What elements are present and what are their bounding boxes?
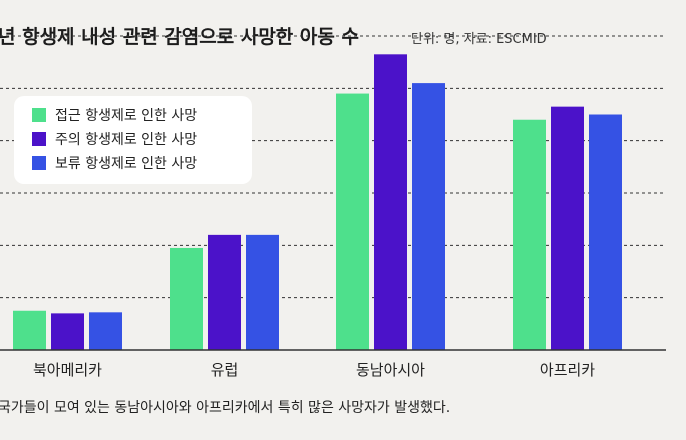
chart-caption: 국가들이 모여 있는 동남아시아와 아프리카에서 특히 많은 사망자가 발생했다… [0,400,450,416]
bar [89,312,122,350]
bar [208,234,241,350]
bars [13,54,622,351]
legend-label: 주의 항생제로 인한 사망 [55,132,197,148]
x-tick-labels: 북아메리카 유럽 동남아시아 아프리카 [33,361,595,379]
bar [336,93,369,351]
x-tick-label: 유럽 [211,361,239,379]
legend-swatch [32,108,46,122]
legend-swatch [32,156,46,170]
bar [51,313,84,350]
legend-label: 보류 항생제로 인한 사망 [55,156,197,172]
bar [374,54,407,351]
bar [246,234,279,350]
bar [513,119,546,350]
bar [170,247,203,350]
x-tick-label: 북아메리카 [33,361,102,379]
chart-title: 년 항생제 내성 관련 감염으로 사망한 아동 수 [0,26,359,48]
bar [589,114,622,350]
bar [551,106,584,351]
bar [13,310,46,350]
chart-source: 단위: 명, 자료: ESCMID [411,32,547,47]
legend-box [14,96,252,184]
legend-label: 접근 항생제로 인한 사망 [55,108,197,124]
bar [412,83,445,350]
legend-swatch [32,132,46,146]
x-tick-label: 아프리카 [540,361,595,379]
x-tick-label: 동남아시아 [356,361,425,379]
